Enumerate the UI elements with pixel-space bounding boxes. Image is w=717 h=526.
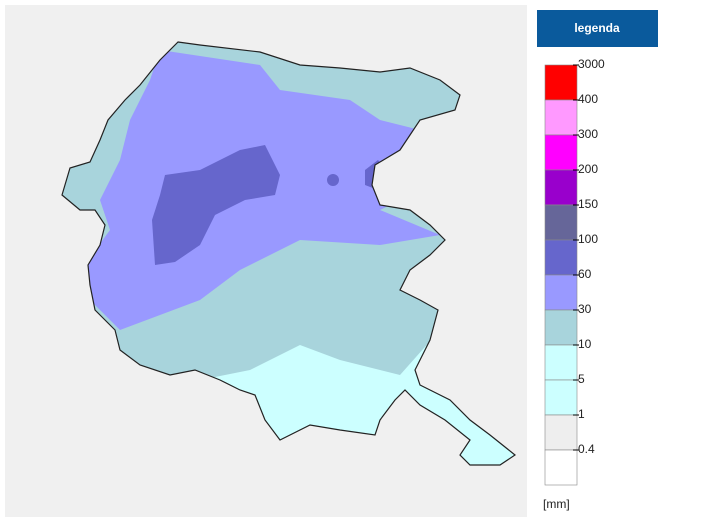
legend-swatch: [544, 379, 578, 416]
zone: [152, 145, 280, 265]
legend-swatch: [544, 309, 578, 346]
zone: [327, 174, 339, 186]
legend-label: 3000: [578, 57, 605, 71]
legend-label: 5: [578, 372, 585, 386]
legend-swatch: [544, 449, 578, 486]
legend-label: 60: [578, 267, 592, 281]
legend-swatch: [544, 134, 578, 171]
legend-label: 1: [578, 407, 585, 421]
legend-label: 30: [578, 302, 592, 316]
legend-swatch: [544, 204, 578, 241]
legend-swatch: [544, 169, 578, 206]
legend-swatch: [544, 239, 578, 276]
legend-header: [537, 10, 658, 47]
legend-swatch: [544, 64, 578, 101]
legend-unit: [mm]: [543, 497, 570, 511]
legend-label: 300: [578, 127, 598, 141]
legend-swatch: [544, 414, 578, 451]
legend-label: 150: [578, 197, 598, 211]
legend-label: 200: [578, 162, 598, 176]
legend-swatch: [544, 99, 578, 136]
legend-label: 100: [578, 232, 598, 246]
legend-swatch: [544, 274, 578, 311]
legend: 3000 400 300 200 150 100 60 30 10 5 1 0.4: [544, 57, 605, 486]
legend-swatch: [544, 344, 578, 381]
legend-label: 10: [578, 337, 592, 351]
legend-title: legenda: [574, 21, 620, 35]
legend-label: 0.4: [578, 442, 595, 456]
legend-label: 400: [578, 92, 598, 106]
